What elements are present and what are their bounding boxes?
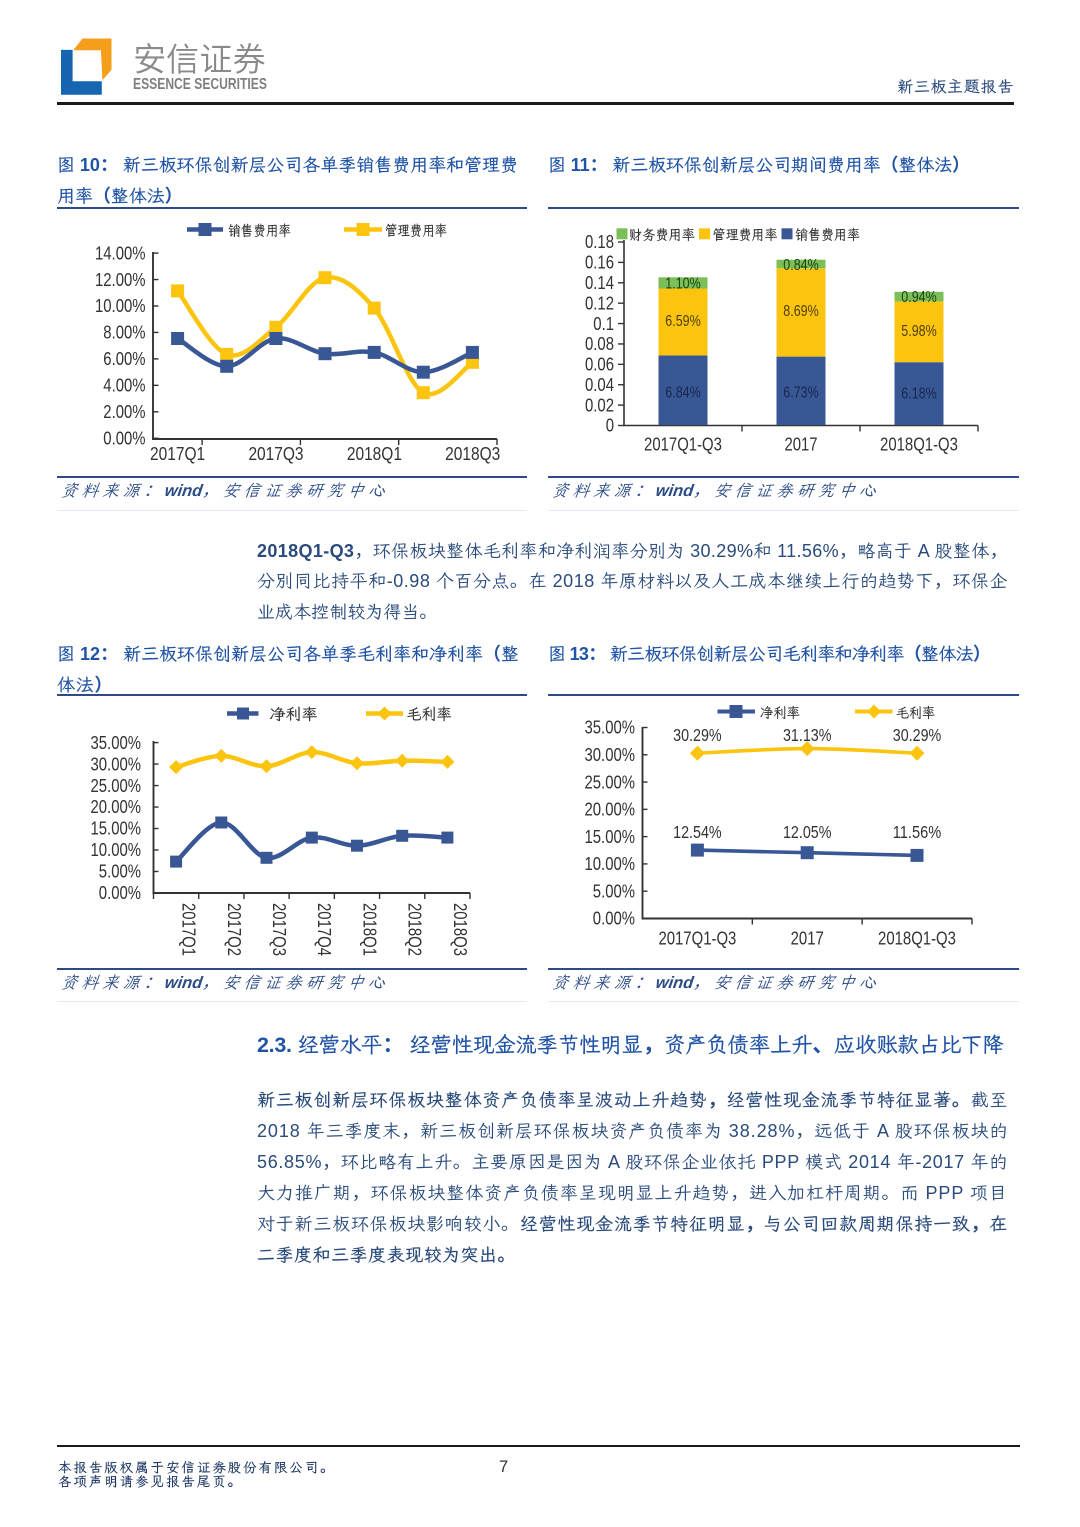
svg-text:2017Q1-Q3: 2017Q1-Q3 — [644, 434, 722, 455]
svg-text:8.69%: 8.69% — [783, 303, 818, 320]
svg-text:2018Q1: 2018Q1 — [347, 443, 402, 464]
svg-text:0.14: 0.14 — [585, 272, 614, 293]
svg-text:2017: 2017 — [784, 434, 817, 455]
svg-text:4.00%: 4.00% — [103, 375, 145, 396]
svg-text:净利率: 净利率 — [760, 704, 800, 722]
svg-text:5.00%: 5.00% — [99, 861, 141, 882]
svg-text:11.56%: 11.56% — [893, 822, 942, 842]
svg-text:2017Q1: 2017Q1 — [150, 443, 205, 464]
svg-text:12.54%: 12.54% — [673, 822, 722, 842]
svg-text:1.10%: 1.10% — [665, 275, 700, 292]
svg-text:25.00%: 25.00% — [91, 775, 142, 796]
svg-text:2017Q4: 2017Q4 — [314, 903, 335, 956]
svg-text:0.00%: 0.00% — [103, 427, 145, 448]
svg-text:0.00%: 0.00% — [99, 882, 141, 903]
svg-text:12.05%: 12.05% — [783, 822, 832, 842]
svg-text:0: 0 — [606, 415, 614, 436]
svg-text:毛利率: 毛利率 — [407, 705, 452, 725]
svg-text:2017Q1: 2017Q1 — [179, 903, 200, 956]
svg-text:0.04: 0.04 — [585, 374, 614, 395]
svg-text:6.59%: 6.59% — [665, 313, 700, 330]
svg-text:6.73%: 6.73% — [783, 384, 818, 401]
svg-text:销售费用率: 销售费用率 — [228, 222, 291, 241]
svg-text:2018Q3: 2018Q3 — [445, 443, 500, 464]
svg-text:2017Q3: 2017Q3 — [248, 443, 303, 464]
svg-text:30.29%: 30.29% — [893, 725, 942, 745]
svg-text:毛利率: 毛利率 — [896, 704, 935, 722]
svg-text:15.00%: 15.00% — [91, 818, 142, 839]
svg-text:2018Q1-Q3: 2018Q1-Q3 — [878, 928, 956, 949]
svg-text:10.00%: 10.00% — [95, 295, 146, 316]
svg-text:0.08: 0.08 — [585, 333, 614, 354]
svg-text:35.00%: 35.00% — [91, 732, 142, 753]
svg-text:2018Q1: 2018Q1 — [360, 903, 381, 956]
svg-text:5.98%: 5.98% — [901, 323, 936, 340]
svg-text:2018Q1-Q3: 2018Q1-Q3 — [880, 434, 958, 455]
svg-text:0.06: 0.06 — [585, 354, 614, 375]
svg-text:0.12: 0.12 — [585, 292, 614, 313]
svg-text:销售费用率: 销售费用率 — [795, 226, 860, 244]
svg-text:15.00%: 15.00% — [585, 826, 636, 847]
svg-text:0.84%: 0.84% — [783, 257, 818, 274]
svg-text:管理费用率: 管理费用率 — [713, 226, 778, 244]
svg-text:2017Q2: 2017Q2 — [224, 903, 245, 956]
svg-text:20.00%: 20.00% — [585, 799, 636, 820]
svg-text:2017: 2017 — [791, 928, 824, 949]
svg-text:30.00%: 30.00% — [91, 753, 142, 774]
svg-text:2017Q1-Q3: 2017Q1-Q3 — [658, 928, 736, 949]
svg-text:30.29%: 30.29% — [673, 725, 722, 745]
svg-text:0.00%: 0.00% — [593, 908, 635, 929]
svg-text:0.02: 0.02 — [585, 394, 614, 415]
svg-text:10.00%: 10.00% — [91, 839, 142, 860]
svg-text:6.84%: 6.84% — [665, 384, 700, 401]
svg-text:0.18: 0.18 — [585, 231, 614, 252]
svg-text:20.00%: 20.00% — [91, 796, 142, 817]
svg-text:31.13%: 31.13% — [783, 725, 832, 745]
svg-text:10.00%: 10.00% — [585, 853, 636, 874]
svg-text:2017Q3: 2017Q3 — [269, 903, 290, 956]
svg-text:0.1: 0.1 — [593, 313, 614, 334]
svg-text:2018Q2: 2018Q2 — [405, 903, 426, 956]
svg-text:8.00%: 8.00% — [103, 322, 145, 343]
svg-text:14.00%: 14.00% — [95, 242, 146, 263]
svg-text:6.00%: 6.00% — [103, 348, 145, 369]
svg-text:35.00%: 35.00% — [585, 717, 636, 738]
svg-text:12.00%: 12.00% — [95, 269, 146, 290]
svg-text:6.18%: 6.18% — [901, 385, 936, 402]
svg-text:30.00%: 30.00% — [585, 744, 636, 765]
svg-text:25.00%: 25.00% — [585, 771, 636, 792]
svg-text:0.94%: 0.94% — [901, 289, 936, 306]
svg-text:净利率: 净利率 — [270, 705, 318, 725]
svg-text:5.00%: 5.00% — [593, 880, 635, 901]
svg-text:财务费用率: 财务费用率 — [629, 226, 695, 244]
svg-text:2018Q3: 2018Q3 — [450, 903, 471, 956]
svg-text:2.00%: 2.00% — [103, 401, 145, 422]
svg-text:管理费用率: 管理费用率 — [385, 222, 447, 241]
svg-text:0.16: 0.16 — [585, 252, 614, 273]
